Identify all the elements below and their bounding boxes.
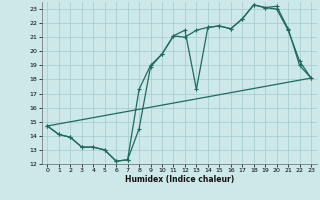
X-axis label: Humidex (Indice chaleur): Humidex (Indice chaleur) [124, 175, 234, 184]
